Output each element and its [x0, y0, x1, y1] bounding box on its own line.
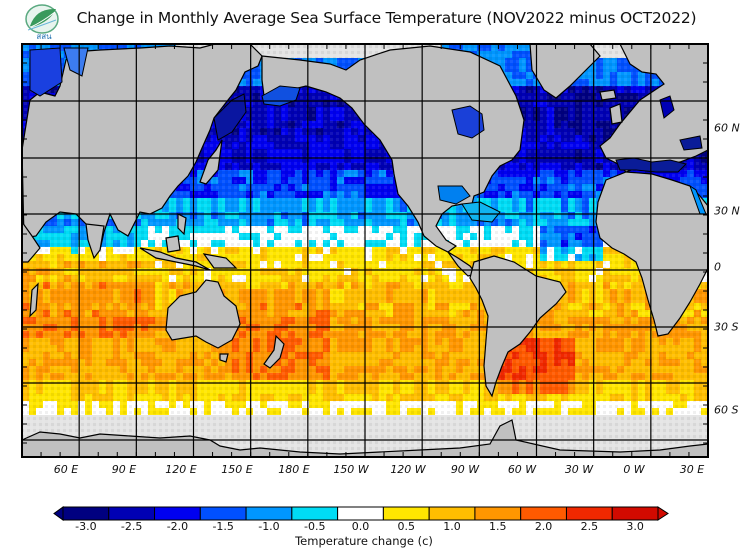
latitude-label: 0 [714, 260, 721, 274]
colorbar-swatch [245, 506, 293, 521]
colorbar-tick-label: 1.0 [443, 520, 461, 533]
longitude-label: 150 E [221, 463, 253, 476]
landmass-tasmania [219, 353, 229, 363]
colorbar-extend-min-arrow [53, 506, 64, 521]
colorbar-swatch [382, 506, 430, 521]
colorbar-swatch [474, 506, 522, 521]
colorbar-swatch [291, 506, 339, 521]
hudson-bay [451, 105, 485, 139]
colorbar-tick-label: 3.0 [626, 520, 644, 533]
landmass-madagascar [29, 282, 39, 318]
colorbar-tick-label: -2.5 [120, 520, 143, 533]
kara-sea [29, 47, 63, 97]
sst-map [21, 43, 709, 458]
landmass-new-zealand [263, 334, 285, 369]
longitude-label: 0 W [623, 463, 645, 476]
colorbar-tick-label: -3.0 [75, 520, 97, 533]
colorbar-swatch [520, 506, 567, 521]
latitude-label: 30 S [714, 320, 739, 334]
longitude-label: 150 W [333, 463, 369, 476]
landmass-eurasia [22, 44, 263, 252]
map-ticks [21, 43, 709, 457]
longitude-label: 60 E [53, 463, 79, 476]
longitude-label: 90 W [450, 463, 480, 476]
latitude-label: 30 N [714, 204, 740, 218]
landmass-iceland [599, 89, 617, 101]
colorbar-swatch [199, 506, 247, 521]
logo-icon: สสน [25, 4, 59, 40]
colorbar-tick-label: 2.0 [534, 520, 553, 533]
landmass-south-america [469, 255, 567, 398]
colorbar-swatch [565, 506, 613, 521]
colorbar-tick-label: 1.5 [489, 520, 507, 533]
colorbar-swatch [62, 506, 110, 521]
longitude-label: 120 E [165, 463, 197, 476]
colorbar-tick-label: -1.5 [212, 520, 234, 533]
longitude-label: 30 W [564, 463, 594, 476]
colorbar-swatch [337, 506, 384, 521]
longitude-label: 120 W [390, 463, 426, 476]
caribbean-sea [461, 201, 501, 223]
colorbar-extend-max-arrow [657, 506, 669, 521]
landmass-borneo [165, 235, 181, 253]
landmass-british-isles [609, 103, 623, 125]
page-title: Change in Monthly Average Sea Surface Te… [76, 9, 697, 27]
colorbar-tick-label: -0.5 [303, 520, 326, 533]
colorbar-tick-label: 2.5 [580, 520, 599, 533]
laptev-sea [63, 47, 89, 77]
logo-text: สสน [36, 32, 52, 40]
latitude-label: 60 S [714, 403, 739, 417]
longitude-label: 30 E [679, 463, 705, 476]
colorbar-title: Temperature change (c) [295, 534, 433, 548]
okhotsk-sea [213, 93, 247, 141]
landmass-japan [199, 139, 223, 185]
landmass-india [85, 223, 105, 260]
longitude-label: 180 E [278, 463, 310, 476]
landmass-africa [595, 171, 708, 337]
colorbar-swatch [611, 506, 659, 521]
longitude-label: 60 W [507, 463, 537, 476]
latitude-label: 60 N [714, 121, 740, 135]
longitude-label: 90 E [111, 463, 137, 476]
colorbar-tick-label: 0.5 [397, 520, 416, 533]
colorbar-swatch [108, 506, 156, 521]
gulf-of-mexico [437, 185, 471, 205]
colorbar-tick-label: -2.0 [166, 520, 189, 533]
black-sea [679, 135, 703, 151]
colorbar-tick-label: -1.0 [258, 520, 280, 533]
lat-lon-grid [22, 44, 708, 457]
landmass-africa-east [22, 220, 41, 263]
landmass-new-guinea [202, 253, 238, 269]
colorbar-tick-label: 0.0 [351, 520, 370, 533]
landmass-philippines [177, 213, 187, 236]
landmass-australia [165, 279, 241, 349]
colorbar-swatch [428, 506, 476, 521]
colorbar-swatch [154, 506, 201, 521]
